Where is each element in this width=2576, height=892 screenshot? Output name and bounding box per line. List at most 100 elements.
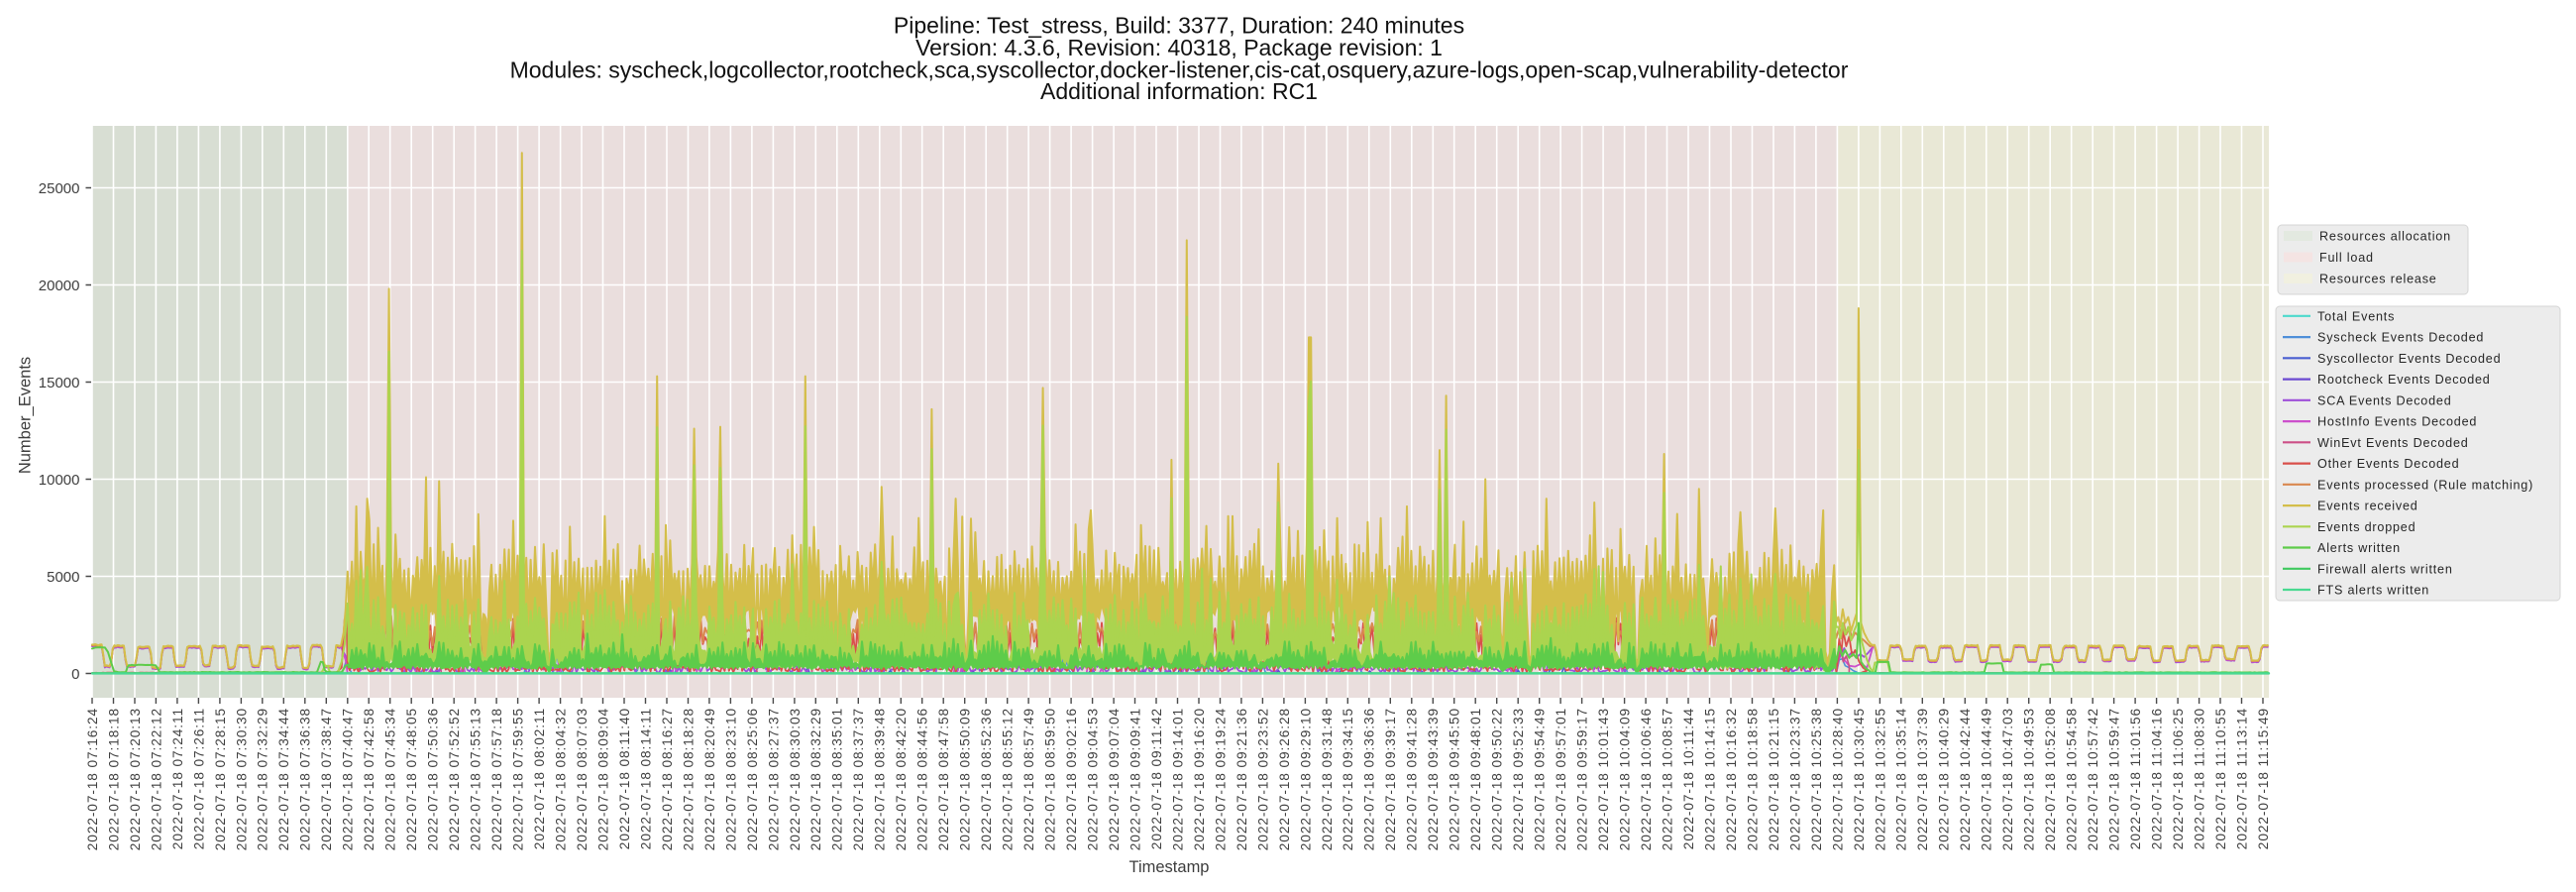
svg-text:2022-07-18 09:23:52: 2022-07-18 09:23:52: [1255, 708, 1270, 850]
svg-text:2022-07-18 10:49:53: 2022-07-18 10:49:53: [2022, 708, 2037, 850]
svg-text:2022-07-18 09:34:15: 2022-07-18 09:34:15: [1341, 708, 1355, 850]
svg-text:2022-07-18 10:06:46: 2022-07-18 10:06:46: [1639, 708, 1654, 850]
svg-text:2022-07-18 09:39:17: 2022-07-18 09:39:17: [1383, 708, 1398, 850]
svg-text:15000: 15000: [39, 375, 80, 391]
svg-text:2022-07-18 09:07:04: 2022-07-18 09:07:04: [1107, 708, 1122, 850]
svg-text:2022-07-18 09:36:36: 2022-07-18 09:36:36: [1362, 708, 1377, 850]
svg-text:Resources release: Resources release: [2319, 272, 2437, 285]
svg-text:2022-07-18 08:20:49: 2022-07-18 08:20:49: [702, 708, 717, 850]
svg-text:2022-07-18 08:27:37: 2022-07-18 08:27:37: [766, 708, 781, 850]
svg-text:2022-07-18 09:52:33: 2022-07-18 09:52:33: [1511, 708, 1526, 850]
svg-text:2022-07-18 10:14:15: 2022-07-18 10:14:15: [1702, 708, 1717, 850]
svg-text:2022-07-18 09:11:42: 2022-07-18 09:11:42: [1149, 708, 1164, 849]
svg-text:2022-07-18 11:15:49: 2022-07-18 11:15:49: [2256, 708, 2271, 849]
svg-text:2022-07-18 09:50:22: 2022-07-18 09:50:22: [1490, 708, 1505, 850]
svg-text:2022-07-18 10:25:38: 2022-07-18 10:25:38: [1809, 708, 1824, 850]
svg-text:2022-07-18 09:54:49: 2022-07-18 09:54:49: [1533, 708, 1548, 850]
svg-text:HostInfo Events Decoded: HostInfo Events Decoded: [2317, 415, 2477, 429]
svg-text:2022-07-18 09:09:41: 2022-07-18 09:09:41: [1127, 708, 1142, 850]
svg-text:2022-07-18 11:01:56: 2022-07-18 11:01:56: [2128, 708, 2143, 849]
svg-text:Modules: syscheck,logcollector: Modules: syscheck,logcollector,rootcheck…: [510, 56, 1849, 82]
svg-text:2022-07-18 07:52:52: 2022-07-18 07:52:52: [447, 708, 462, 850]
svg-text:2022-07-18 08:50:09: 2022-07-18 08:50:09: [958, 708, 973, 850]
svg-text:Rootcheck Events Decoded: Rootcheck Events Decoded: [2317, 373, 2491, 387]
svg-text:2022-07-18 08:16:27: 2022-07-18 08:16:27: [660, 708, 675, 850]
svg-text:2022-07-18 08:04:32: 2022-07-18 08:04:32: [554, 708, 569, 850]
svg-text:Events dropped: Events dropped: [2317, 520, 2415, 534]
svg-text:2022-07-18 10:08:57: 2022-07-18 10:08:57: [1660, 708, 1674, 850]
svg-text:Other Events Decoded: Other Events Decoded: [2317, 457, 2459, 471]
svg-text:2022-07-18 10:59:47: 2022-07-18 10:59:47: [2107, 708, 2122, 850]
svg-text:2022-07-18 10:16:32: 2022-07-18 10:16:32: [1724, 708, 1739, 850]
svg-text:Total Events: Total Events: [2317, 309, 2395, 323]
svg-text:2022-07-18 07:32:29: 2022-07-18 07:32:29: [256, 708, 270, 850]
svg-text:2022-07-18 07:24:11: 2022-07-18 07:24:11: [170, 708, 185, 849]
svg-text:2022-07-18 10:47:03: 2022-07-18 10:47:03: [2000, 708, 2015, 850]
svg-text:2022-07-18 09:21:36: 2022-07-18 09:21:36: [1234, 708, 1249, 850]
svg-text:2022-07-18 08:25:06: 2022-07-18 08:25:06: [745, 708, 760, 850]
svg-text:2022-07-18 09:02:16: 2022-07-18 09:02:16: [1064, 708, 1079, 850]
svg-text:2022-07-18 10:35:14: 2022-07-18 10:35:14: [1894, 708, 1909, 850]
svg-text:Pipeline: Test_stress, Build:: Pipeline: Test_stress, Build: 3377, Dura…: [894, 13, 1464, 39]
svg-text:2022-07-18 08:32:29: 2022-07-18 08:32:29: [808, 708, 823, 850]
svg-text:2022-07-18 07:48:05: 2022-07-18 07:48:05: [404, 708, 419, 850]
svg-text:5000: 5000: [47, 569, 79, 586]
svg-text:2022-07-18 10:54:58: 2022-07-18 10:54:58: [2065, 708, 2080, 850]
svg-text:Full load: Full load: [2319, 251, 2374, 265]
svg-text:2022-07-18 07:38:47: 2022-07-18 07:38:47: [319, 708, 334, 850]
svg-text:2022-07-18 10:30:45: 2022-07-18 10:30:45: [1852, 708, 1867, 850]
svg-text:2022-07-18 08:09:04: 2022-07-18 08:09:04: [595, 708, 610, 850]
svg-text:2022-07-18 08:44:56: 2022-07-18 08:44:56: [915, 708, 930, 850]
svg-text:2022-07-18 07:42:58: 2022-07-18 07:42:58: [362, 708, 376, 850]
svg-text:2022-07-18 10:32:55: 2022-07-18 10:32:55: [1873, 708, 1887, 850]
svg-text:2022-07-18 08:57:49: 2022-07-18 08:57:49: [1021, 708, 1036, 850]
svg-text:2022-07-18 07:30:30: 2022-07-18 07:30:30: [234, 708, 249, 850]
svg-text:2022-07-18 07:36:38: 2022-07-18 07:36:38: [298, 708, 313, 850]
svg-text:2022-07-18 08:30:03: 2022-07-18 08:30:03: [788, 708, 803, 850]
svg-text:0: 0: [71, 666, 79, 683]
svg-text:2022-07-18 09:31:48: 2022-07-18 09:31:48: [1320, 708, 1335, 850]
svg-text:2022-07-18 10:52:08: 2022-07-18 10:52:08: [2043, 708, 2058, 850]
svg-text:2022-07-18 07:22:12: 2022-07-18 07:22:12: [149, 708, 163, 850]
svg-text:Additional information: RC1: Additional information: RC1: [1040, 78, 1318, 104]
svg-text:2022-07-18 07:45:34: 2022-07-18 07:45:34: [383, 708, 398, 850]
svg-text:2022-07-18 09:48:01: 2022-07-18 09:48:01: [1468, 708, 1483, 850]
svg-text:2022-07-18 11:06:25: 2022-07-18 11:06:25: [2171, 708, 2186, 849]
svg-text:Version: 4.3.6, Revision: 4031: Version: 4.3.6, Revision: 40318, Package…: [915, 35, 1443, 60]
svg-text:2022-07-18 08:42:20: 2022-07-18 08:42:20: [894, 708, 909, 850]
svg-text:2022-07-18 08:55:12: 2022-07-18 08:55:12: [1001, 708, 1016, 850]
svg-text:2022-07-18 07:20:13: 2022-07-18 07:20:13: [128, 708, 143, 850]
svg-text:2022-07-18 10:21:15: 2022-07-18 10:21:15: [1767, 708, 1781, 850]
svg-text:2022-07-18 10:42:44: 2022-07-18 10:42:44: [1958, 708, 1973, 850]
svg-text:2022-07-18 07:18:18: 2022-07-18 07:18:18: [106, 708, 121, 850]
svg-text:2022-07-18 08:52:36: 2022-07-18 08:52:36: [979, 708, 994, 850]
svg-text:2022-07-18 07:28:15: 2022-07-18 07:28:15: [213, 708, 228, 850]
svg-text:Events received: Events received: [2317, 500, 2418, 513]
svg-text:2022-07-18 07:40:47: 2022-07-18 07:40:47: [341, 708, 356, 850]
svg-text:2022-07-18 08:14:11: 2022-07-18 08:14:11: [638, 708, 653, 849]
svg-text:2022-07-18 08:39:48: 2022-07-18 08:39:48: [873, 708, 888, 850]
svg-text:2022-07-18 09:43:39: 2022-07-18 09:43:39: [1426, 708, 1441, 850]
svg-text:20000: 20000: [39, 278, 80, 294]
svg-text:2022-07-18 10:57:42: 2022-07-18 10:57:42: [2086, 708, 2100, 850]
svg-text:2022-07-18 07:50:36: 2022-07-18 07:50:36: [426, 708, 441, 850]
svg-text:2022-07-18 09:57:01: 2022-07-18 09:57:01: [1554, 708, 1568, 850]
svg-text:2022-07-18 10:37:39: 2022-07-18 10:37:39: [1915, 708, 1930, 850]
svg-text:2022-07-18 07:55:13: 2022-07-18 07:55:13: [469, 708, 483, 850]
svg-text:2022-07-18 09:14:01: 2022-07-18 09:14:01: [1170, 708, 1185, 850]
svg-text:2022-07-18 07:59:55: 2022-07-18 07:59:55: [511, 708, 526, 850]
svg-text:10000: 10000: [39, 472, 80, 489]
svg-text:2022-07-18 07:16:24: 2022-07-18 07:16:24: [85, 708, 100, 850]
svg-text:2022-07-18 11:08:30: 2022-07-18 11:08:30: [2193, 708, 2207, 849]
svg-text:2022-07-18 11:10:55: 2022-07-18 11:10:55: [2213, 708, 2228, 849]
svg-text:2022-07-18 09:29:10: 2022-07-18 09:29:10: [1298, 708, 1313, 850]
svg-text:2022-07-18 11:13:14: 2022-07-18 11:13:14: [2234, 708, 2249, 849]
svg-text:Number_Events: Number_Events: [17, 357, 35, 474]
svg-text:Alerts written: Alerts written: [2317, 541, 2401, 555]
svg-text:SCA Events Decoded: SCA Events Decoded: [2317, 393, 2452, 407]
svg-text:2022-07-18 10:04:09: 2022-07-18 10:04:09: [1618, 708, 1633, 850]
svg-text:2022-07-18 11:04:16: 2022-07-18 11:04:16: [2150, 708, 2165, 849]
svg-text:2022-07-18 08:02:11: 2022-07-18 08:02:11: [532, 708, 547, 849]
svg-text:2022-07-18 09:45:50: 2022-07-18 09:45:50: [1448, 708, 1462, 850]
svg-text:2022-07-18 08:37:37: 2022-07-18 08:37:37: [851, 708, 866, 850]
